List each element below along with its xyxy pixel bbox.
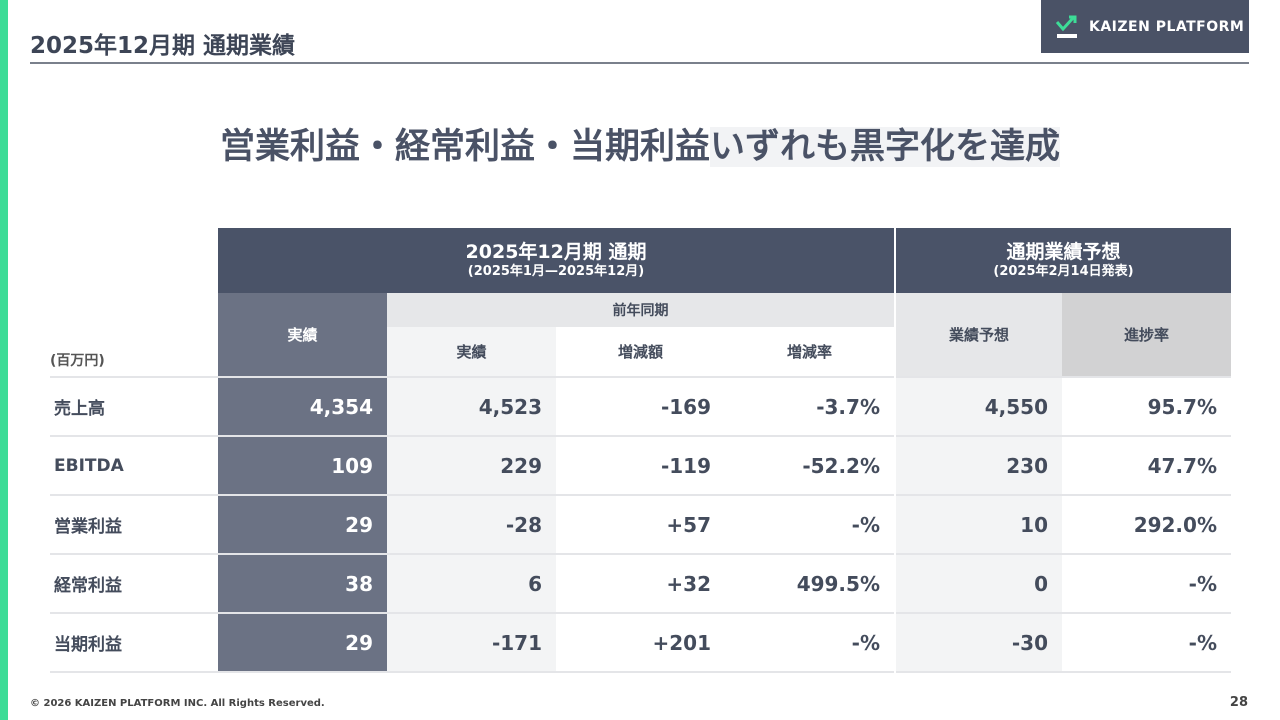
cell-value: -169 bbox=[556, 377, 725, 437]
cell-value: -% bbox=[1062, 554, 1231, 614]
header-prev-year: 前年同期 bbox=[387, 293, 894, 327]
headline: 営業利益・経常利益・当期利益いずれも黒字化を達成 bbox=[0, 118, 1280, 169]
cell-value: +201 bbox=[556, 613, 725, 673]
accent-bar bbox=[0, 0, 8, 720]
cell-value: -% bbox=[725, 613, 894, 673]
cell-value: 38 bbox=[218, 554, 387, 614]
cell-value: -% bbox=[725, 495, 894, 555]
logo: KAIZEN PLATFORM bbox=[1041, 0, 1249, 53]
table-row: 営業利益 29 -28 +57 -% 10 292.0% bbox=[50, 495, 1231, 555]
cell-value: 6 bbox=[387, 554, 556, 614]
row-label: 営業利益 bbox=[50, 495, 218, 555]
row-label: 売上高 bbox=[50, 377, 218, 437]
title-divider bbox=[30, 62, 1249, 64]
table-row: EBITDA 109 229 -119 -52.2% 230 47.7% bbox=[50, 436, 1231, 496]
cell-value: +57 bbox=[556, 495, 725, 555]
col-actual: 実績 bbox=[218, 293, 387, 378]
results-table: 2025年12月期 通期 (2025年1月—2025年12月) 通期業績予想 (20… bbox=[50, 228, 1231, 673]
col-progress: 進捗率 bbox=[1062, 293, 1231, 378]
cell-value: 47.7% bbox=[1062, 436, 1231, 496]
row-label: 当期利益 bbox=[50, 613, 218, 673]
row-label: EBITDA bbox=[50, 436, 218, 496]
cell-value: 95.7% bbox=[1062, 377, 1231, 437]
cell-value: -% bbox=[1062, 613, 1231, 673]
cell-value: -3.7% bbox=[725, 377, 894, 437]
cell-value: -171 bbox=[387, 613, 556, 673]
cell-value: -119 bbox=[556, 436, 725, 496]
cell-value: -28 bbox=[387, 495, 556, 555]
cell-value: 109 bbox=[218, 436, 387, 496]
page-title: 2025年12月期 通期業績 bbox=[30, 33, 296, 59]
cell-value: -52.2% bbox=[725, 436, 894, 496]
cell-value: 10 bbox=[896, 495, 1062, 555]
unit-label: (百万円) bbox=[50, 293, 218, 378]
cell-value: 0 bbox=[896, 554, 1062, 614]
cell-value: 230 bbox=[896, 436, 1062, 496]
col-change: 増減額 bbox=[556, 327, 725, 378]
cell-value: 29 bbox=[218, 495, 387, 555]
cell-value: +32 bbox=[556, 554, 725, 614]
headline-highlight: いずれも黒字化を達成 bbox=[710, 127, 1061, 167]
cell-value: 29 bbox=[218, 613, 387, 673]
header-fy2025: 2025年12月期 通期 (2025年1月—2025年12月) bbox=[218, 228, 894, 293]
table-row: 経常利益 38 6 +32 499.5% 0 -% bbox=[50, 554, 1231, 614]
cell-value: 292.0% bbox=[1062, 495, 1231, 555]
copyright: © 2026 KAIZEN PLATFORM INC. All Rights R… bbox=[30, 698, 325, 709]
col-change-rate: 増減率 bbox=[725, 327, 894, 378]
row-label: 経常利益 bbox=[50, 554, 218, 614]
growth-arrow-icon bbox=[1055, 15, 1077, 38]
logo-text: KAIZEN PLATFORM bbox=[1089, 18, 1245, 35]
table-row: 当期利益 29 -171 +201 -% -30 -% bbox=[50, 613, 1231, 673]
cell-value: 4,354 bbox=[218, 377, 387, 437]
col-prev-actual: 実績 bbox=[387, 327, 556, 378]
table-row: 売上高 4,354 4,523 -169 -3.7% 4,550 95.7% bbox=[50, 377, 1231, 437]
cell-value: -30 bbox=[896, 613, 1062, 673]
col-forecast: 業績予想 bbox=[896, 293, 1062, 378]
cell-value: 4,550 bbox=[896, 377, 1062, 437]
header-forecast: 通期業績予想 (2025年2月14日発表) bbox=[896, 228, 1231, 293]
page-number: 28 bbox=[1229, 695, 1248, 710]
cell-value: 499.5% bbox=[725, 554, 894, 614]
headline-part1: 営業利益・経常利益・当期利益 bbox=[219, 127, 710, 167]
cell-value: 4,523 bbox=[387, 377, 556, 437]
cell-value: 229 bbox=[387, 436, 556, 496]
